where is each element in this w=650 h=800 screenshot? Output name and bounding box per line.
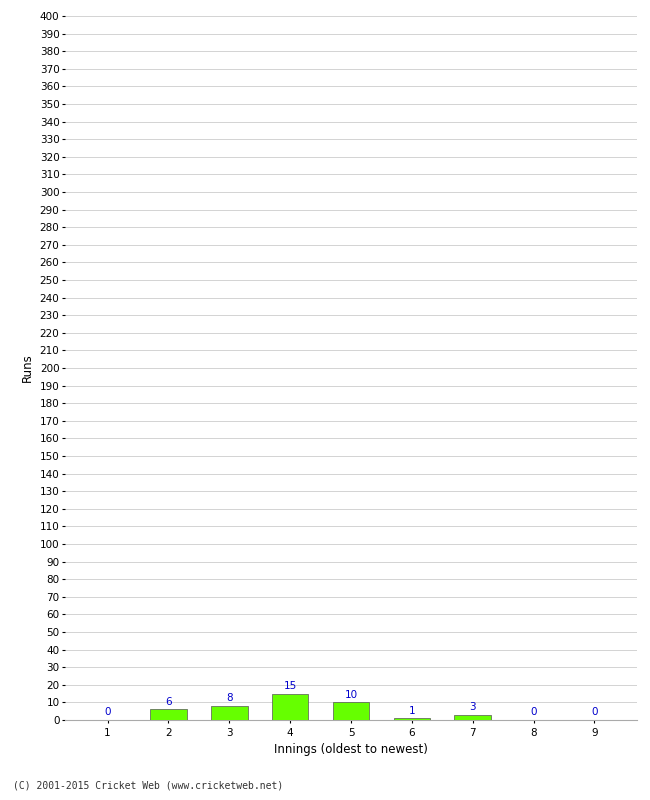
- Bar: [272, 694, 308, 720]
- Text: 0: 0: [591, 707, 597, 718]
- Text: 10: 10: [344, 690, 358, 700]
- Text: 0: 0: [530, 707, 537, 718]
- Text: 6: 6: [165, 697, 172, 707]
- Text: 8: 8: [226, 694, 233, 703]
- Text: 1: 1: [409, 706, 415, 715]
- Bar: [394, 718, 430, 720]
- Text: 0: 0: [105, 707, 111, 718]
- Bar: [333, 702, 369, 720]
- Text: 15: 15: [283, 681, 297, 691]
- X-axis label: Innings (oldest to newest): Innings (oldest to newest): [274, 743, 428, 756]
- Bar: [150, 710, 187, 720]
- Bar: [211, 706, 248, 720]
- Text: (C) 2001-2015 Cricket Web (www.cricketweb.net): (C) 2001-2015 Cricket Web (www.cricketwe…: [13, 781, 283, 790]
- Bar: [454, 714, 491, 720]
- Y-axis label: Runs: Runs: [21, 354, 34, 382]
- Text: 3: 3: [469, 702, 476, 712]
